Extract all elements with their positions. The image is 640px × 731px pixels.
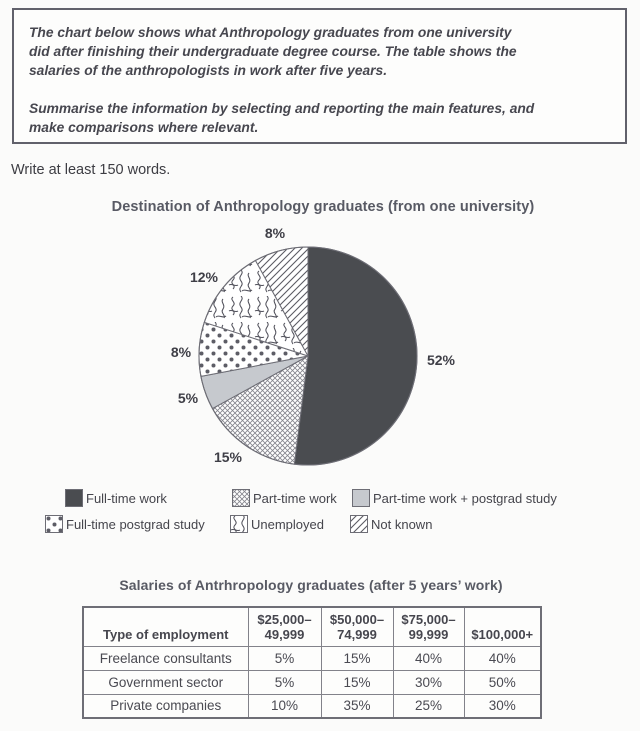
pie-label-part-time-work: 15%	[213, 449, 243, 465]
row-label: Government sector	[82, 669, 249, 695]
legend-swatch-part-time-work	[232, 489, 250, 507]
pie-label-full-time-postgrad-study: 8%	[170, 344, 192, 360]
pie-label-not-known: 8%	[264, 225, 286, 241]
table-row-government-sector: Government sector 5% 15% 30% 50%	[82, 669, 542, 695]
salary-cell: 5%	[247, 669, 322, 695]
task-text-line: Summarise the information by selecting a…	[29, 101, 535, 116]
salary-cell: 25%	[392, 693, 465, 719]
row-label: Private companies	[82, 693, 249, 719]
legend-swatch-part-time-work-postgrad-study	[352, 489, 370, 507]
legend-label: Full-time postgrad study	[66, 516, 205, 532]
task-text-line: make comparisons where relevant.	[29, 120, 259, 135]
pie-outline	[198, 246, 418, 466]
salary-table-title: Salaries of Antrhropology graduates (aft…	[119, 577, 503, 593]
column-header-50-000-74-999: $50,000– 74,999	[320, 606, 394, 647]
legend-item-unemployed: Unemployed	[230, 515, 324, 533]
salary-cell: 15%	[320, 669, 394, 695]
legend-label: Full-time work	[86, 490, 167, 506]
task-text-line: The chart below shows what Anthropology …	[29, 25, 512, 40]
legend-label: Not known	[371, 516, 433, 532]
pie-chart-title: Destination of Anthropology graduates (f…	[111, 199, 535, 215]
legend-label: Part-time work	[253, 490, 337, 506]
pie-slice-full-time-work	[293, 246, 418, 466]
legend-item-not-known: Not known	[350, 515, 432, 533]
task-instructions-box: The chart below shows what Anthropology …	[12, 8, 627, 144]
column-header-100-000: $100,000+	[463, 606, 542, 647]
salary-table: Type of employment $25,000– 49,999 $50,000…	[82, 606, 542, 719]
pie-label-full-time-work: 52%	[426, 352, 456, 368]
legend-item-part-time-work: Part-time work	[232, 489, 337, 507]
legend-swatch-full-time-work	[65, 489, 83, 507]
row-label: Freelance consultants	[82, 645, 249, 671]
word-count-instruction: Write at least 150 words.	[11, 162, 171, 178]
salary-cell: 30%	[463, 693, 542, 719]
legend-swatch-full-time-postgrad-study	[45, 515, 63, 533]
legend-item-part-time-work-postgrad-study: Part-time work + postgrad study	[352, 489, 557, 507]
column-header-25-000-49-999: $25,000– 49,999	[247, 606, 322, 647]
salary-cell: 10%	[247, 693, 322, 719]
legend-swatch-not-known	[350, 515, 368, 533]
salary-cell: 35%	[320, 693, 394, 719]
pie-label-unemployed: 12%	[189, 269, 219, 285]
salary-cell: 40%	[463, 645, 542, 671]
column-header-75-000-99-999: $75,000– 99,999	[392, 606, 465, 647]
column-header-type-of-employment: Type of employment	[82, 606, 249, 647]
task-text-line: did after finishing their undergraduate …	[29, 44, 517, 59]
salary-cell: 5%	[247, 645, 322, 671]
pie-chart	[198, 246, 418, 466]
salary-cell: 40%	[392, 645, 465, 671]
salary-cell: 30%	[392, 669, 465, 695]
salary-table-header-row: Type of employment $25,000– 49,999 $50,000…	[82, 606, 542, 647]
task-text-line: salaries of the anthropologists in work …	[29, 63, 388, 78]
table-row-private-companies: Private companies 10% 35% 25% 30%	[82, 693, 542, 719]
salary-cell: 15%	[320, 645, 394, 671]
pie-label-part-time-work-postgrad-study: 5%	[177, 390, 199, 406]
legend-label: Part-time work + postgrad study	[373, 490, 557, 506]
paragraph-spacer	[29, 80, 621, 99]
legend-item-full-time-work: Full-time work	[65, 489, 167, 507]
table-row-freelance-consultants: Freelance consultants 5% 15% 40% 40%	[82, 645, 542, 671]
legend-swatch-unemployed	[230, 515, 248, 533]
legend-label: Unemployed	[251, 516, 324, 532]
legend-item-full-time-postgrad-study: Full-time postgrad study	[45, 515, 205, 533]
salary-cell: 50%	[463, 669, 542, 695]
